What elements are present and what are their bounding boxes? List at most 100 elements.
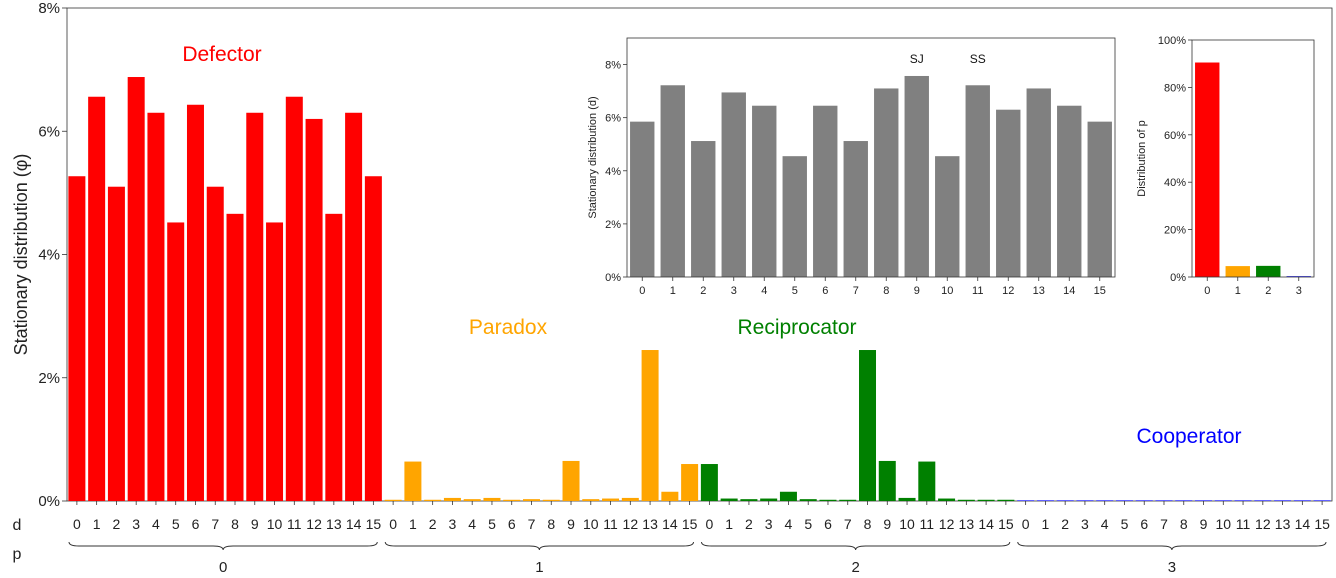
inset-chart-p: 0 1 2 3 0% 20% 40% 60% 80% 100% Distribution of p — [1130, 34, 1322, 303]
p-group-label: 2 — [851, 559, 859, 576]
bar-reciprocator-d1 — [720, 498, 738, 501]
inset-d-x-tick-label: 5 — [792, 285, 798, 297]
d-tick-label: 0 — [1022, 516, 1030, 532]
y-axis-label: Stationary distribution (φ) — [11, 154, 31, 356]
d-tick-label: 7 — [528, 516, 536, 532]
d-tick-label: 3 — [449, 516, 457, 532]
bar-cooperator-d12 — [1254, 500, 1272, 501]
d-tick-label: 10 — [583, 516, 599, 532]
bar-reciprocator-d14 — [977, 499, 995, 501]
bar-defector-d8 — [226, 213, 244, 501]
d-tick-label: 15 — [1314, 516, 1330, 532]
inset-p-x-tick-label: 1 — [1235, 285, 1241, 297]
inset-d-y-label: Stationary distribution (d) — [587, 96, 599, 218]
bar-paradox-d5 — [483, 497, 501, 501]
inset-d-bar-6 — [813, 105, 838, 277]
d-tick-label: 8 — [547, 516, 555, 532]
d-tick-label: 2 — [113, 516, 121, 532]
inset-d-bar-11 — [965, 85, 990, 277]
row-label-p: p — [13, 546, 22, 563]
bar-paradox-d11 — [602, 498, 620, 501]
d-tick-label: 3 — [1081, 516, 1089, 532]
p-group-label: 3 — [1168, 559, 1176, 576]
bar-defector-d10 — [266, 222, 284, 501]
d-tick-label: 9 — [251, 516, 259, 532]
group-brace-p0 — [68, 541, 378, 551]
bar-defector-d12 — [305, 118, 323, 502]
d-tick-label: 0 — [705, 516, 713, 532]
d-tick-label: 2 — [429, 516, 437, 532]
bar-reciprocator-d5 — [799, 499, 817, 501]
d-tick-label: 5 — [804, 516, 812, 532]
d-tick-label: 2 — [1061, 516, 1069, 532]
d-tick-label: 15 — [998, 516, 1014, 532]
inset-d-bar-8 — [874, 88, 899, 277]
inset-d-bar-5 — [782, 156, 807, 277]
d-tick-label: 10 — [1216, 516, 1232, 532]
inset-d-bar-0 — [630, 121, 655, 278]
bar-cooperator-d15 — [1313, 500, 1331, 501]
inset-d-x-tick-label: 9 — [914, 285, 920, 297]
bar-paradox-d14 — [661, 491, 679, 501]
row-label-d: d — [13, 517, 22, 534]
class-label-cooperator: Cooperator — [1136, 425, 1241, 448]
bar-cooperator-d9 — [1195, 500, 1213, 501]
d-tick-label: 11 — [1236, 516, 1251, 532]
group-brace-p2 — [701, 541, 1011, 551]
inset-d-y-tick-label: 8% — [605, 60, 621, 72]
inset-d-bar-7 — [843, 141, 868, 277]
inset-d-y-tick-label: 0% — [605, 272, 621, 284]
d-tick-label: 13 — [326, 516, 342, 532]
inset-d-bar-14 — [1057, 105, 1082, 277]
inset-p-bar-0 — [1195, 62, 1220, 277]
y-tick-label: 8% — [38, 0, 60, 17]
bar-cooperator-d14 — [1293, 500, 1311, 501]
bar-cooperator-d3 — [1076, 500, 1094, 501]
inset-p-y-tick-label: 0% — [1170, 272, 1186, 284]
bar-reciprocator-d10 — [898, 497, 916, 501]
bar-cooperator-d6 — [1135, 500, 1153, 501]
d-tick-label: 13 — [959, 516, 975, 532]
inset-chart-d: 0 1 2 3 4 5 6 7 8 9 10 11 12 13 14 150%2%4%6%8%Stationa… — [587, 34, 1121, 307]
bar-reciprocator-d3 — [760, 498, 778, 501]
d-tick-label: 7 — [211, 516, 219, 532]
inset-d-frame — [626, 37, 1116, 278]
inset-p-y-tick-label: 80% — [1164, 82, 1186, 94]
inset-p-x-tick-label: 0 — [1204, 285, 1210, 297]
d-tick-label: 12 — [1255, 516, 1271, 532]
d-tick-label: 11 — [603, 516, 618, 532]
d-tick-label: 15 — [682, 516, 698, 532]
bar-defector-d14 — [345, 112, 363, 501]
inset-p-y-label: Distribution of p — [1136, 120, 1148, 196]
inset-d-x-tick-label: 12 — [1002, 285, 1014, 297]
bar-reciprocator-d11 — [918, 461, 936, 501]
inset-p-y-tick-label: 100% — [1158, 35, 1186, 47]
bar-reciprocator-d8 — [859, 350, 877, 501]
inset-p-y-tick-label: 40% — [1164, 177, 1186, 189]
inset-d-x-tick-label: 1 — [670, 285, 676, 297]
inset-p-background — [1130, 34, 1322, 303]
d-tick-label: 1 — [725, 516, 733, 532]
group-brace-p1 — [384, 541, 694, 551]
d-tick-label: 4 — [1101, 516, 1109, 532]
bar-defector-d9 — [246, 112, 264, 501]
inset-d-bar-1 — [660, 85, 685, 277]
bar-paradox-d6 — [503, 499, 521, 501]
bar-cooperator-d1 — [1036, 500, 1054, 501]
d-tick-label: 6 — [824, 516, 832, 532]
inset-p-x-tick-label: 3 — [1296, 285, 1302, 297]
d-tick-label: 7 — [844, 516, 852, 532]
inset-p-bar-2 — [1256, 265, 1281, 277]
y-tick-label: 0% — [38, 493, 60, 510]
bar-defector-d13 — [325, 213, 343, 501]
d-tick-label: 11 — [287, 516, 302, 532]
bar-defector-d11 — [285, 96, 303, 502]
d-tick-label: 14 — [346, 516, 362, 532]
d-tick-label: 15 — [366, 516, 382, 532]
d-tick-label: 11 — [920, 516, 935, 532]
d-tick-label: 1 — [93, 516, 101, 532]
bar-paradox-d15 — [681, 464, 699, 501]
bar-reciprocator-d13 — [957, 499, 975, 501]
bar-reciprocator-d7 — [839, 499, 857, 501]
